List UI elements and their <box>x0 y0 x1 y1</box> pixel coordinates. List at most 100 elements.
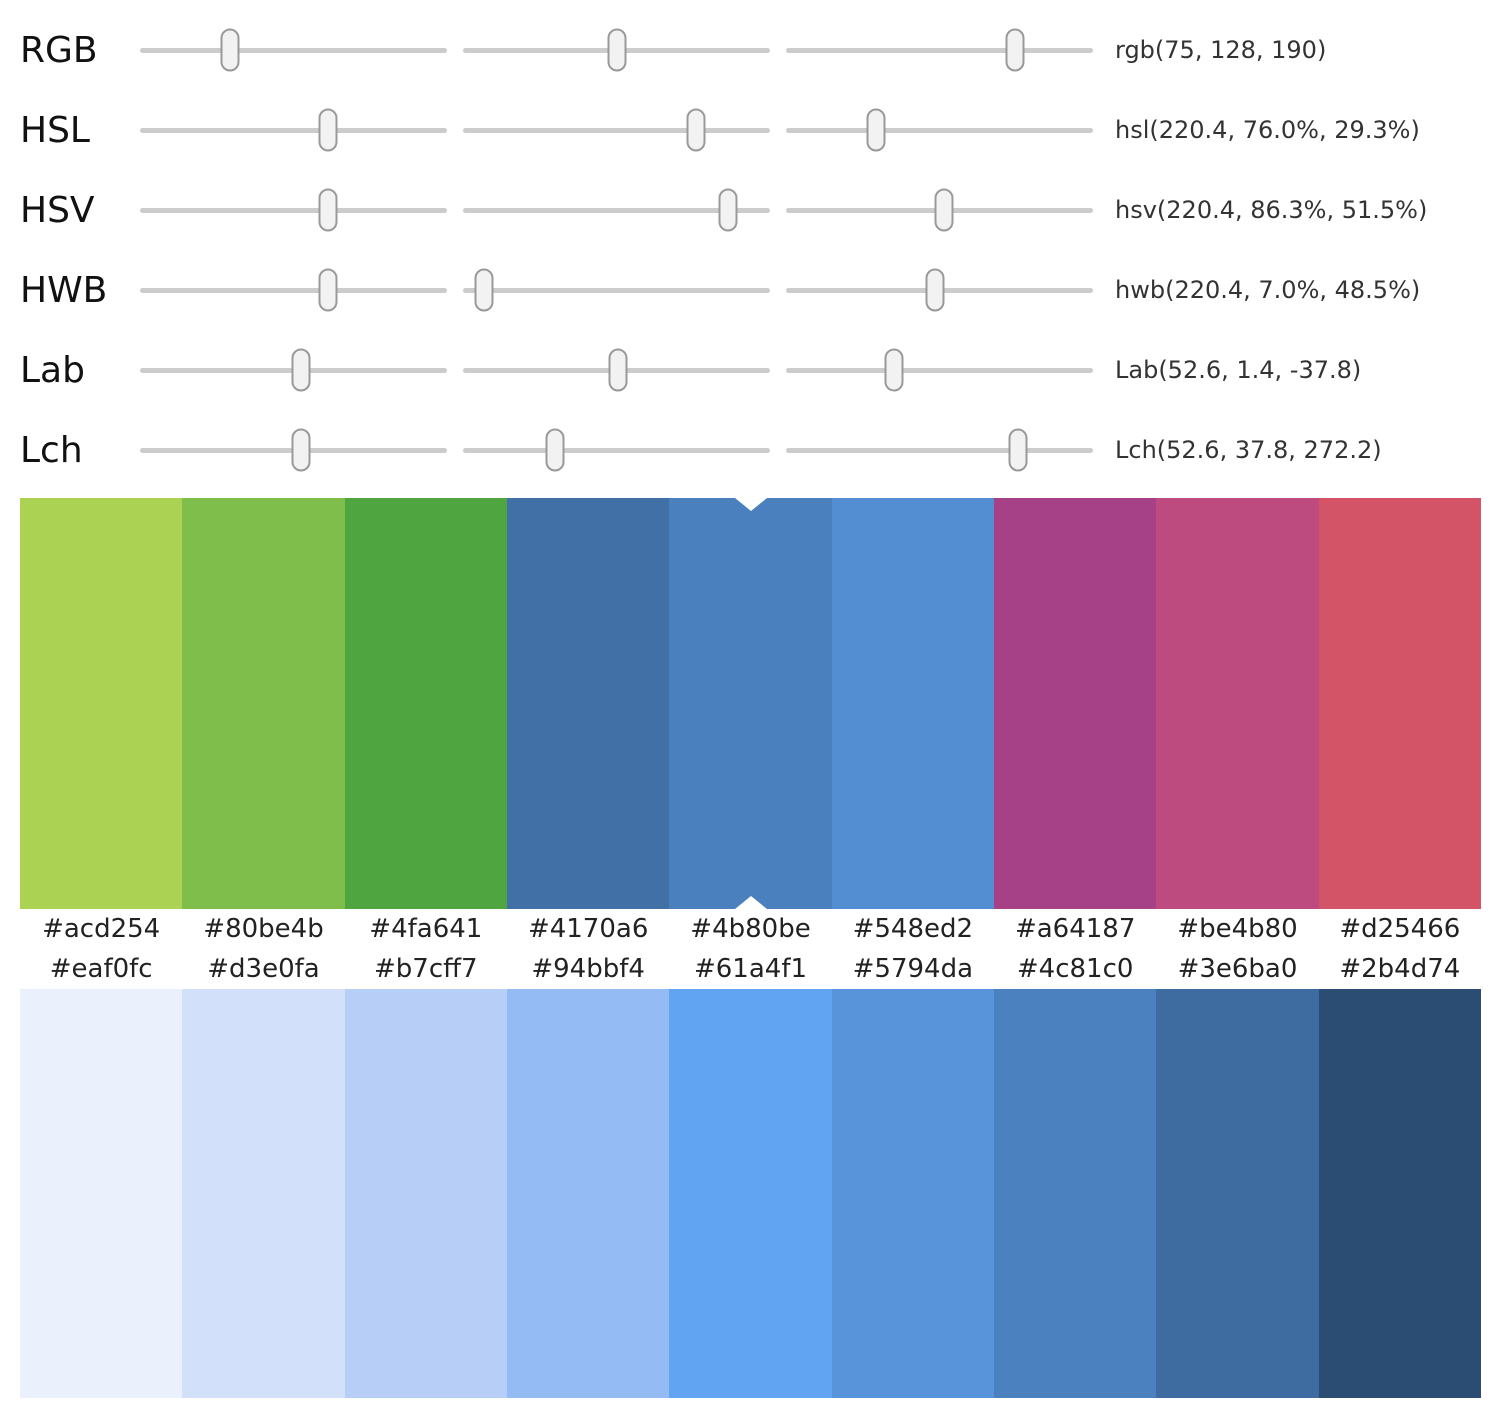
harmony-hex-labels: #acd254 #80be4b #4fa641 #4170a6 #4b80be … <box>20 909 1481 949</box>
slider-thumb[interactable] <box>934 188 954 232</box>
hex-label: #acd254 <box>42 914 161 944</box>
slider-row-rgb: RGB rgb(75, 128, 190) <box>0 10 1501 90</box>
hsv-value-readout: hsv(220.4, 86.3%, 51.5%) <box>1115 196 1428 224</box>
swatch[interactable] <box>1156 989 1319 1398</box>
lch-c-slider[interactable] <box>463 428 770 472</box>
hex-label: #4b80be <box>690 914 811 944</box>
slider-thumb[interactable] <box>318 188 338 232</box>
rgb-b-slider[interactable] <box>786 28 1093 72</box>
slider-thumb[interactable] <box>884 348 904 392</box>
swatch-selected[interactable] <box>669 498 832 909</box>
lab-value-readout: Lab(52.6, 1.4, -37.8) <box>1115 356 1362 384</box>
hsl-l-slider[interactable] <box>786 108 1093 152</box>
hsl-s-slider[interactable] <box>463 108 770 152</box>
swatch[interactable] <box>831 989 994 1398</box>
slider-thumb[interactable] <box>291 428 311 472</box>
slider-thumb[interactable] <box>1008 428 1028 472</box>
slider-track-group <box>140 268 1093 312</box>
lch-l-slider[interactable] <box>140 428 447 472</box>
hex-label: #4fa641 <box>369 914 483 944</box>
slider-thumb[interactable] <box>607 28 627 72</box>
hsv-v-slider[interactable] <box>786 188 1093 232</box>
swatch[interactable] <box>344 989 507 1398</box>
lab-a-slider[interactable] <box>463 348 770 392</box>
hwb-b-slider[interactable] <box>786 268 1093 312</box>
slider-thumb[interactable] <box>291 348 311 392</box>
hex-label: #61a4f1 <box>693 954 808 984</box>
slider-thumb[interactable] <box>686 108 706 152</box>
selection-notch-top-icon <box>734 498 767 511</box>
rgb-value-readout: rgb(75, 128, 190) <box>1115 36 1327 64</box>
slider-thumb[interactable] <box>220 28 240 72</box>
slider-row-hwb: HWB hwb(220.4, 7.0%, 48.5%) <box>0 250 1501 330</box>
slider-thumb[interactable] <box>925 268 945 312</box>
slider-thumb[interactable] <box>318 268 338 312</box>
slider-thumb[interactable] <box>545 428 565 472</box>
slider-track-group <box>140 108 1093 152</box>
slider-row-label: RGB <box>20 29 98 71</box>
harmony-strip <box>20 498 1481 909</box>
slider-track-group <box>140 28 1093 72</box>
slider-row-lch: Lch Lch(52.6, 37.8, 272.2) <box>0 410 1501 490</box>
swatch[interactable] <box>1156 498 1319 909</box>
color-slider-panel: RGB rgb(75, 128, 190) HSL hsl(220.4, 76.… <box>0 0 1501 490</box>
hsv-h-slider[interactable] <box>140 188 447 232</box>
hex-label: #548ed2 <box>852 914 974 944</box>
slider-row-label: HWB <box>20 269 108 311</box>
swatch[interactable] <box>20 498 183 909</box>
shades-strip <box>20 989 1481 1398</box>
hwb-value-readout: hwb(220.4, 7.0%, 48.5%) <box>1115 276 1421 304</box>
shades-palette <box>20 989 1481 1398</box>
hwb-w-slider[interactable] <box>463 268 770 312</box>
swatch[interactable] <box>669 989 832 1398</box>
slider-thumb[interactable] <box>866 108 886 152</box>
slider-track-group <box>140 348 1093 392</box>
swatch[interactable] <box>831 498 994 909</box>
hex-label: #eaf0fc <box>49 954 153 984</box>
lab-b-slider[interactable] <box>786 348 1093 392</box>
slider-track-group <box>140 188 1093 232</box>
lch-value-readout: Lch(52.6, 37.8, 272.2) <box>1115 436 1382 464</box>
rgb-g-slider[interactable] <box>463 28 770 72</box>
shades-hex-labels: #eaf0fc #d3e0fa #b7cff7 #94bbf4 #61a4f1 … <box>20 949 1481 989</box>
rgb-r-slider[interactable] <box>140 28 447 72</box>
swatch[interactable] <box>1318 989 1481 1398</box>
swatch[interactable] <box>344 498 507 909</box>
hex-label: #d3e0fa <box>207 954 320 984</box>
hex-label: #d25466 <box>1339 914 1461 944</box>
swatch[interactable] <box>182 498 345 909</box>
slider-thumb[interactable] <box>718 188 738 232</box>
hex-label: #b7cff7 <box>374 954 478 984</box>
swatch[interactable] <box>1318 498 1481 909</box>
lch-h-slider[interactable] <box>786 428 1093 472</box>
swatch[interactable] <box>993 989 1157 1398</box>
hsl-value-readout: hsl(220.4, 76.0%, 29.3%) <box>1115 116 1420 144</box>
slider-thumb[interactable] <box>474 268 494 312</box>
hex-label: #5794da <box>852 954 974 984</box>
slider-row-label: HSV <box>20 189 95 231</box>
hwb-h-slider[interactable] <box>140 268 447 312</box>
hsv-s-slider[interactable] <box>463 188 770 232</box>
slider-row-hsl: HSL hsl(220.4, 76.0%, 29.3%) <box>0 90 1501 170</box>
slider-row-label: Lab <box>20 349 85 391</box>
selection-notch-bottom-icon <box>734 896 767 909</box>
slider-thumb[interactable] <box>1005 28 1025 72</box>
hex-label: #4c81c0 <box>1016 954 1134 984</box>
hex-label: #80be4b <box>203 914 324 944</box>
swatch[interactable] <box>506 989 670 1398</box>
hex-label: #be4b80 <box>1177 914 1298 944</box>
swatch[interactable] <box>20 989 183 1398</box>
harmony-palette <box>20 498 1481 909</box>
slider-thumb[interactable] <box>608 348 628 392</box>
hex-label: #94bbf4 <box>531 954 645 984</box>
hsl-h-slider[interactable] <box>140 108 447 152</box>
swatch[interactable] <box>506 498 670 909</box>
hex-label: #4170a6 <box>527 914 649 944</box>
slider-row-lab: Lab Lab(52.6, 1.4, -37.8) <box>0 330 1501 410</box>
swatch[interactable] <box>993 498 1157 909</box>
slider-track-group <box>140 428 1093 472</box>
swatch[interactable] <box>182 989 345 1398</box>
slider-thumb[interactable] <box>318 108 338 152</box>
lab-l-slider[interactable] <box>140 348 447 392</box>
slider-row-label: HSL <box>20 109 90 151</box>
